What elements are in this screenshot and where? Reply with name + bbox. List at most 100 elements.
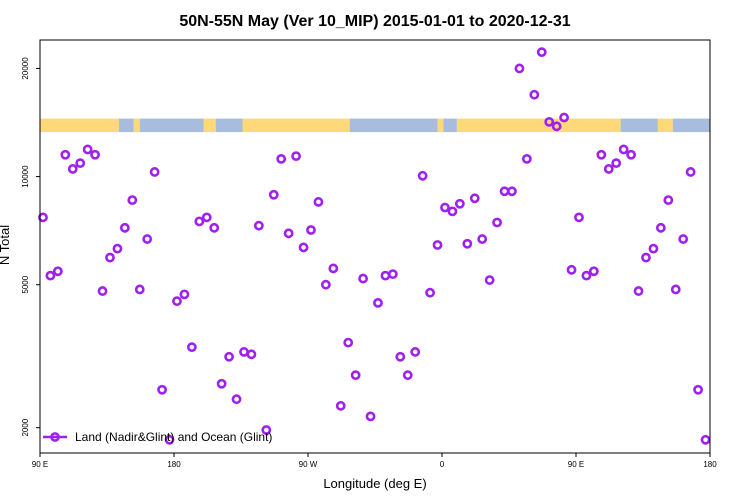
data-point-0-47 xyxy=(387,269,398,280)
data-point-0-58 xyxy=(469,193,480,204)
data-point-0-69 xyxy=(551,121,562,132)
data-point-0-63 xyxy=(507,186,517,197)
data-point-0-21 xyxy=(194,216,205,227)
landmask-land-segment-2 xyxy=(133,118,140,133)
data-point-0-15 xyxy=(149,167,160,177)
data-point-0-76 xyxy=(603,164,614,174)
data-point-0-42 xyxy=(350,370,361,381)
chart-title: 50N-55N May (Ver 10_MIP) 2015-01-01 to 2… xyxy=(179,13,570,30)
data-point-0-55 xyxy=(447,206,458,217)
data-point-0-59 xyxy=(477,234,488,244)
landmask-ocean-segment-3 xyxy=(139,118,204,133)
data-point-0-13 xyxy=(134,284,145,295)
data-point-0-9 xyxy=(105,252,115,263)
data-point-0-1 xyxy=(45,270,56,281)
data-point-0-27 xyxy=(239,347,249,357)
data-point-0-2 xyxy=(52,266,63,277)
data-point-0-35 xyxy=(298,242,309,253)
plot-frame xyxy=(39,39,711,454)
data-point-0-41 xyxy=(343,337,354,348)
data-point-0-79 xyxy=(626,149,636,160)
data-point-0-78 xyxy=(618,144,629,155)
data-point-0-5 xyxy=(75,158,86,169)
data-point-0-0 xyxy=(38,212,48,223)
landmask-ocean-segment-9 xyxy=(443,118,457,133)
data-point-0-65 xyxy=(521,153,532,164)
data-point-0-44 xyxy=(365,411,376,422)
data-point-0-25 xyxy=(224,351,234,362)
data-point-0-14 xyxy=(142,234,153,244)
data-point-0-7 xyxy=(90,149,100,160)
data-point-0-11 xyxy=(119,222,130,233)
data-point-0-17 xyxy=(164,434,175,445)
data-point-0-18 xyxy=(172,296,182,307)
data-point-0-73 xyxy=(581,270,592,281)
data-point-0-32 xyxy=(276,153,287,164)
data-point-0-56 xyxy=(454,198,465,209)
data-point-0-54 xyxy=(440,202,450,213)
data-point-0-53 xyxy=(432,240,443,250)
data-point-0-71 xyxy=(566,264,577,275)
data-point-0-29 xyxy=(253,220,264,231)
data-point-0-40 xyxy=(335,400,346,411)
data-point-0-89 xyxy=(700,434,711,445)
x-tick-label-5: 180 xyxy=(703,460,717,469)
data-point-0-74 xyxy=(588,266,599,277)
data-point-0-62 xyxy=(499,186,510,197)
data-point-0-61 xyxy=(492,217,502,228)
y-axis-ticks: 2000 5000 10000 20000 xyxy=(21,57,40,437)
data-point-0-23 xyxy=(209,222,220,233)
legend: Land (Nadir&Glint) and Ocean (Glint) xyxy=(43,430,272,444)
landmask-land-segment-12 xyxy=(657,118,673,133)
data-point-0-80 xyxy=(633,286,644,296)
data-point-0-33 xyxy=(283,228,294,239)
x-tick-label-1: 180 xyxy=(167,460,181,469)
data-point-0-49 xyxy=(402,370,413,381)
data-point-0-72 xyxy=(574,212,584,223)
landmask-land-segment-4 xyxy=(203,118,216,133)
data-point-0-28 xyxy=(246,349,257,360)
data-point-0-75 xyxy=(596,149,607,160)
data-point-0-30 xyxy=(261,425,272,435)
landmask-land-segment-10 xyxy=(456,118,621,133)
data-point-0-16 xyxy=(157,384,167,395)
x-axis-ticks: 90 E 180 90 W 0 90 E 180 xyxy=(32,453,717,469)
landmask-land-segment-0 xyxy=(40,118,119,133)
y-tick-label-3: 20000 xyxy=(21,57,30,80)
data-point-0-51 xyxy=(417,170,428,181)
data-point-0-22 xyxy=(201,212,212,223)
data-point-0-24 xyxy=(216,378,227,389)
landmask-strip xyxy=(40,118,710,133)
landmask-land-segment-8 xyxy=(437,118,444,133)
data-point-0-26 xyxy=(231,394,242,405)
x-tick-label-2: 90 W xyxy=(299,460,318,469)
data-point-0-87 xyxy=(685,167,696,177)
y-tick-label-2: 10000 xyxy=(21,165,30,188)
data-point-0-68 xyxy=(544,116,555,127)
data-point-0-86 xyxy=(678,234,689,244)
data-point-0-81 xyxy=(641,252,651,263)
data-point-0-38 xyxy=(320,279,331,290)
landmask-ocean-segment-11 xyxy=(620,118,658,133)
data-point-0-37 xyxy=(313,197,324,207)
data-point-0-46 xyxy=(380,270,391,281)
data-point-0-67 xyxy=(536,47,547,58)
x-tick-label-3: 0 xyxy=(440,460,445,469)
data-point-0-88 xyxy=(693,384,703,395)
data-point-0-31 xyxy=(268,189,279,200)
y-tick-label-1: 5000 xyxy=(21,275,30,293)
data-point-0-83 xyxy=(655,222,666,233)
x-axis-label: Longitude (deg E) xyxy=(323,476,426,491)
data-point-0-45 xyxy=(373,297,383,308)
data-point-0-39 xyxy=(328,263,339,274)
landmask-ocean-segment-1 xyxy=(118,118,134,133)
data-point-0-19 xyxy=(179,289,190,300)
data-point-0-84 xyxy=(663,195,674,206)
data-point-0-12 xyxy=(127,195,138,206)
data-point-0-64 xyxy=(514,63,525,74)
data-point-0-3 xyxy=(60,149,71,160)
data-point-0-57 xyxy=(462,238,473,249)
y-axis-label: N Total xyxy=(0,225,12,265)
data-point-0-36 xyxy=(306,225,316,235)
